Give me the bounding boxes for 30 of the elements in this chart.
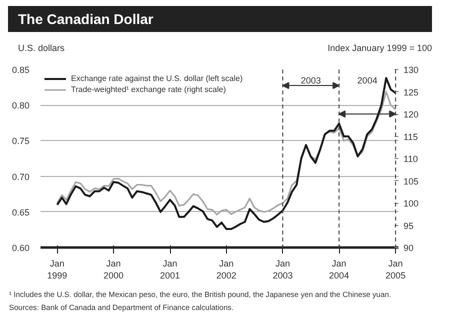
x-tick-label: Jan 2005: [386, 258, 406, 280]
y2-tick-label: 115: [404, 132, 418, 142]
y2-tick-label: 105: [404, 176, 419, 186]
y-axis-title: U.S. dollars: [18, 42, 65, 55]
line-series: [56, 77, 397, 230]
y2-axis-title: Index January 1999 = 100: [328, 42, 432, 55]
y2-tick-label: 95: [404, 220, 414, 231]
legend-label: Trade-weighted¹ exchange rate (right scale): [71, 84, 226, 95]
annotation: 2003: [300, 76, 321, 86]
legend-label: Exchange rate against the U.S. dollar (left scale): [71, 73, 243, 84]
y2-tick-label: 130: [404, 65, 419, 75]
x-tick-label: Jan 2001: [160, 258, 180, 280]
chart-title: The Canadian Dollar: [18, 10, 154, 29]
y2-tick-label: 125: [404, 87, 419, 98]
y-tick-label: 0.65: [12, 207, 30, 218]
y-tick-label: 0.70: [12, 172, 30, 182]
y2-tick-label: 100: [404, 198, 419, 208]
x-tick-label: Jan 1999: [47, 258, 68, 280]
y-tick-label: 0.80: [12, 100, 30, 111]
y2-tick-label: 90: [404, 243, 414, 253]
x-tick-label: Jan 2002: [216, 258, 236, 280]
y-tick-label: 0.75: [12, 136, 30, 146]
x-tick-label: Jan 2004: [329, 258, 350, 280]
y2-tick-label: 110: [404, 154, 418, 164]
annotation: 2004: [357, 76, 378, 86]
x-tick-label: Jan 2003: [272, 258, 293, 280]
x-tick-label: Jan 2000: [104, 258, 124, 280]
y-tick-label: 0.60: [12, 243, 30, 253]
y2-tick-label: 120: [404, 110, 419, 120]
y-tick-label: 0.85: [12, 65, 30, 75]
